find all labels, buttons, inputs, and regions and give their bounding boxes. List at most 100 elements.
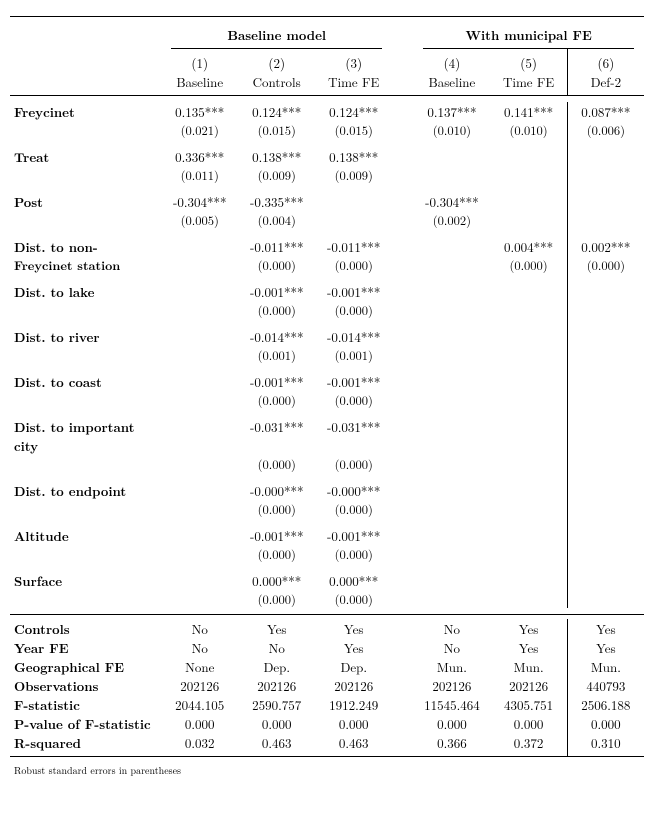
cell: (0.000) <box>567 256 644 278</box>
cell: (0.006) <box>567 121 644 143</box>
cell: -0.000*** <box>238 477 315 500</box>
cell: 0.310 <box>567 733 644 757</box>
row-dist-coast-se: (0.000) (0.000) <box>10 391 644 413</box>
row-label: Surface <box>10 567 161 590</box>
row-label: F-statistic <box>10 695 161 714</box>
row-dist-city: Dist. to important city -0.031*** -0.031… <box>10 413 644 455</box>
row-dist-endpoint-se: (0.000) (0.000) <box>10 500 644 522</box>
cell: (0.005) <box>161 211 238 233</box>
col-label-3: Time FE <box>315 72 392 96</box>
row-freycinet: Freycinet 0.135*** 0.124*** 0.124*** 0.1… <box>10 102 644 121</box>
row-label: Year FE <box>10 638 161 657</box>
cell: -0.001*** <box>315 522 392 545</box>
row-label: Dist. to endpoint <box>10 477 161 500</box>
row-altitude-se: (0.000) (0.000) <box>10 545 644 567</box>
col-label-5: Time FE <box>490 72 567 96</box>
row-pval: P-value of F-statistic 0.000 0.000 0.000… <box>10 714 644 733</box>
col-label-2: Controls <box>238 72 315 96</box>
cell: 11545.464 <box>413 695 490 714</box>
cell: 0.004*** <box>490 233 567 256</box>
cell: -0.011*** <box>238 233 315 256</box>
row-treat: Treat 0.336*** 0.138*** 0.138*** <box>10 143 644 166</box>
cell: Yes <box>567 638 644 657</box>
row-fstat: F-statistic 2044.105 2590.757 1912.249 1… <box>10 695 644 714</box>
row-label: Dist. to non- <box>10 233 161 256</box>
row-dist-river: Dist. to river -0.014*** -0.014*** <box>10 323 644 346</box>
cell: 0.087*** <box>567 102 644 121</box>
row-obs: Observations 202126 202126 202126 202126… <box>10 676 644 695</box>
cell: -0.000*** <box>315 477 392 500</box>
cell: (0.010) <box>413 121 490 143</box>
cell: (0.011) <box>161 166 238 188</box>
cell: No <box>161 638 238 657</box>
cell: 0.137*** <box>413 102 490 121</box>
group-header-baseline: Baseline model <box>161 21 392 44</box>
cell: -0.011*** <box>315 233 392 256</box>
row-dist-coast: Dist. to coast -0.001*** -0.001*** <box>10 368 644 391</box>
cell: -0.304*** <box>161 188 238 211</box>
cell: (0.015) <box>238 121 315 143</box>
row-label: Freycinet <box>10 102 161 121</box>
col-label-1: Baseline <box>161 72 238 96</box>
col-num-5: (5) <box>490 49 567 72</box>
cell: Yes <box>490 638 567 657</box>
cell: 202126 <box>315 676 392 695</box>
row-post: Post -0.304*** -0.335*** -0.304*** <box>10 188 644 211</box>
cell: (0.000) <box>490 256 567 278</box>
cell: 202126 <box>238 676 315 695</box>
cell: (0.010) <box>490 121 567 143</box>
cell: 2506.188 <box>567 695 644 714</box>
row-dist-river-se: (0.001) (0.001) <box>10 346 644 368</box>
row-label: Dist. to river <box>10 323 161 346</box>
row-label: Observations <box>10 676 161 695</box>
cell: None <box>161 657 238 676</box>
group-header-munfe: With municipal FE <box>413 21 644 44</box>
row-surface-se: (0.000) (0.000) <box>10 590 644 608</box>
cell: 0.336*** <box>161 143 238 166</box>
cell: 0.000 <box>161 714 238 733</box>
cell: 202126 <box>490 676 567 695</box>
row-geofe: Geographical FE None Dep. Dep. Mun. Mun.… <box>10 657 644 676</box>
cell: 0.000 <box>238 714 315 733</box>
cell: Yes <box>490 619 567 638</box>
cell: -0.014*** <box>238 323 315 346</box>
cell: (0.000) <box>315 301 392 323</box>
cell: Mun. <box>413 657 490 676</box>
cell: (0.004) <box>238 211 315 233</box>
row-dist-city-se: (0.000) (0.000) <box>10 455 644 477</box>
cell: (0.021) <box>161 121 238 143</box>
cell: (0.000) <box>315 545 392 567</box>
cell: No <box>413 638 490 657</box>
row-label: Dist. to coast <box>10 368 161 391</box>
cell: 0.000 <box>490 714 567 733</box>
row-treat-se: (0.011) (0.009) (0.009) <box>10 166 644 188</box>
cell: (0.000) <box>315 391 392 413</box>
cell: 440793 <box>567 676 644 695</box>
row-label: R-squared <box>10 733 161 757</box>
cell: 0.141*** <box>490 102 567 121</box>
cell: -0.335*** <box>238 188 315 211</box>
cell: Mun. <box>490 657 567 676</box>
cell: -0.001*** <box>238 278 315 301</box>
cell: (0.000) <box>315 256 392 278</box>
cell: (0.001) <box>315 346 392 368</box>
cell: 0.000*** <box>238 567 315 590</box>
col-num-3: (3) <box>315 49 392 72</box>
cell: 0.032 <box>161 733 238 757</box>
cell: Dep. <box>315 657 392 676</box>
cell: 202126 <box>413 676 490 695</box>
row-dist-endpoint: Dist. to endpoint -0.000*** -0.000*** <box>10 477 644 500</box>
row-label: Treat <box>10 143 161 166</box>
cell: -0.001*** <box>238 368 315 391</box>
regression-table: Baseline model With municipal FE (1) (2)… <box>10 16 644 777</box>
cell: 2044.105 <box>161 695 238 714</box>
row-label: P-value of F-statistic <box>10 714 161 733</box>
cell: 0.138*** <box>315 143 392 166</box>
cell: (0.002) <box>413 211 490 233</box>
cell: (0.000) <box>238 391 315 413</box>
cell: 0.002*** <box>567 233 644 256</box>
cell: (0.000) <box>238 455 315 477</box>
cell: (0.000) <box>315 590 392 608</box>
row-yearfe: Year FE No No Yes No Yes Yes <box>10 638 644 657</box>
cell: -0.304*** <box>413 188 490 211</box>
